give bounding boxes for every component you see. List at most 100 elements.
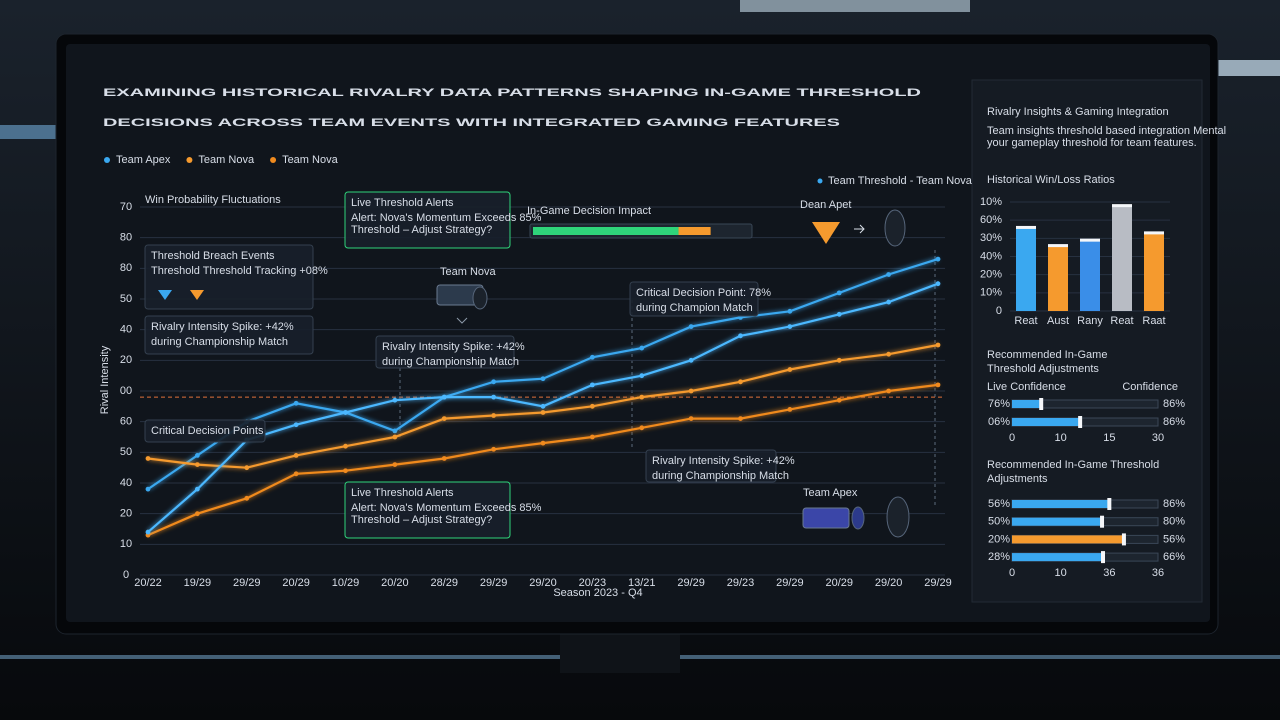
- series-point: [540, 376, 546, 382]
- x-tick-label: 20/29: [282, 577, 310, 589]
- chart-title: Historical Win/Loss Ratios: [987, 174, 1115, 186]
- series-point: [787, 324, 793, 329]
- x-tick-label: 20/22: [134, 577, 162, 589]
- bar-cap: [1144, 231, 1164, 235]
- series-point: [194, 462, 200, 467]
- series-point: [836, 357, 842, 363]
- legend-label: Team Nova: [198, 154, 255, 166]
- annotation-box: [344, 191, 511, 249]
- series-point: [688, 388, 694, 394]
- series-point: [540, 440, 546, 446]
- series-point: [886, 388, 892, 394]
- chart-title: Win Probability Fluctuations: [145, 194, 281, 206]
- slider-knob: [1107, 498, 1112, 510]
- bar-cap: [1112, 204, 1132, 208]
- annotation-title: Threshold Breach Events: [151, 250, 275, 262]
- ceiling-light: [740, 0, 970, 12]
- device-label: Team Apex: [803, 487, 858, 499]
- x-tick-label: Reat: [1014, 315, 1037, 327]
- slider-tick-label: 0: [1009, 432, 1015, 444]
- annotation-title: Critical Decision Point:: [636, 287, 746, 299]
- slider-knob: [1121, 533, 1126, 546]
- slider-tick-label: 36: [1103, 567, 1115, 579]
- series-point: [639, 394, 645, 400]
- x-tick-label: Raat: [1142, 315, 1165, 327]
- device-label: Team Nova: [440, 266, 497, 278]
- section-title: Adjustments: [987, 473, 1048, 485]
- section-header: Live Confidence: [987, 381, 1066, 393]
- slider-knob: [1100, 515, 1105, 528]
- y-tick-label: 0: [996, 305, 1002, 317]
- side-panel: [971, 79, 1203, 603]
- team-icon: [158, 290, 172, 300]
- logo-icon: [812, 222, 840, 244]
- x-tick-label: 29/23: [727, 577, 755, 589]
- series-point: [392, 428, 398, 434]
- row-label: 76%: [988, 398, 1010, 410]
- x-axis-title: Season 2023 - Q4: [553, 587, 642, 599]
- panel-text: your gameplay threshold for team feature…: [987, 137, 1197, 149]
- y-tick-label: 50: [120, 293, 132, 305]
- series-point: [688, 324, 694, 329]
- slider-tick-label: 0: [1009, 567, 1015, 579]
- y-tick-label: 40: [120, 477, 132, 489]
- series-point: [293, 453, 299, 458]
- impact-segment: [533, 227, 679, 235]
- mouse-icon: [884, 209, 906, 247]
- series-point: [738, 379, 743, 385]
- y-tick-label: 20: [120, 354, 132, 366]
- series-point: [293, 422, 299, 428]
- bar-cap: [1016, 225, 1036, 229]
- series-point: [886, 299, 892, 305]
- series-point: [639, 345, 645, 351]
- series-point: [787, 308, 793, 314]
- series-point: [441, 416, 447, 421]
- annotation-box: [645, 449, 777, 483]
- series-point: [244, 495, 250, 501]
- x-tick-label: 20/20: [381, 577, 409, 589]
- series-point: [886, 351, 892, 357]
- bar: [1144, 232, 1164, 311]
- annotation-text: during Championship Match: [382, 356, 519, 368]
- y-tick-label: 10: [120, 538, 132, 550]
- x-tick-label: Aust: [1047, 315, 1069, 327]
- series-point: [194, 486, 200, 492]
- impact-segment: [678, 227, 711, 235]
- annotation-box: [144, 244, 314, 310]
- series-point: [886, 272, 892, 277]
- annotation-title: Live Threshold Alerts: [351, 197, 454, 209]
- slider-knob: [1039, 398, 1044, 410]
- slider-tick-label: 36: [1152, 567, 1164, 579]
- bar: [1048, 245, 1068, 311]
- slider-knob: [1101, 551, 1106, 564]
- series-point: [787, 407, 793, 412]
- legend-swatch: [817, 178, 823, 184]
- slider-fill: [1012, 500, 1110, 508]
- series-point: [343, 443, 348, 449]
- bar-cap: [1048, 244, 1068, 248]
- series-point: [836, 311, 842, 317]
- y-tick-label: 00: [120, 385, 132, 397]
- slider-tick-label: 30: [1152, 432, 1164, 444]
- bar: [1112, 205, 1132, 311]
- x-tick-label: 20/29: [825, 577, 853, 589]
- x-tick-label: 29/20: [529, 577, 557, 589]
- legend-swatch: [186, 157, 193, 163]
- series-point: [244, 465, 250, 471]
- y-tick-label: 70: [120, 201, 132, 213]
- x-tick-label: 29/29: [233, 577, 261, 589]
- annotation-text: Alert: Nova's Momentum Exceeds 85%: [351, 502, 542, 514]
- section-title: Threshold Adjustments: [987, 363, 1099, 375]
- x-tick-label: 20/23: [579, 577, 607, 589]
- section-title: Recommended In-Game Threshold: [987, 459, 1159, 471]
- series-point: [491, 394, 497, 400]
- slider-fill: [1012, 517, 1103, 526]
- impact-label: In-Game Decision Impact: [527, 205, 651, 217]
- series-point: [343, 468, 348, 474]
- y-tick-label: 40%: [980, 250, 1002, 262]
- screen: [66, 44, 1210, 622]
- annotation-title: Rivalry Intensity Spike:: [151, 321, 262, 333]
- row-right-label: 66%: [1163, 551, 1185, 563]
- series-point: [688, 416, 694, 421]
